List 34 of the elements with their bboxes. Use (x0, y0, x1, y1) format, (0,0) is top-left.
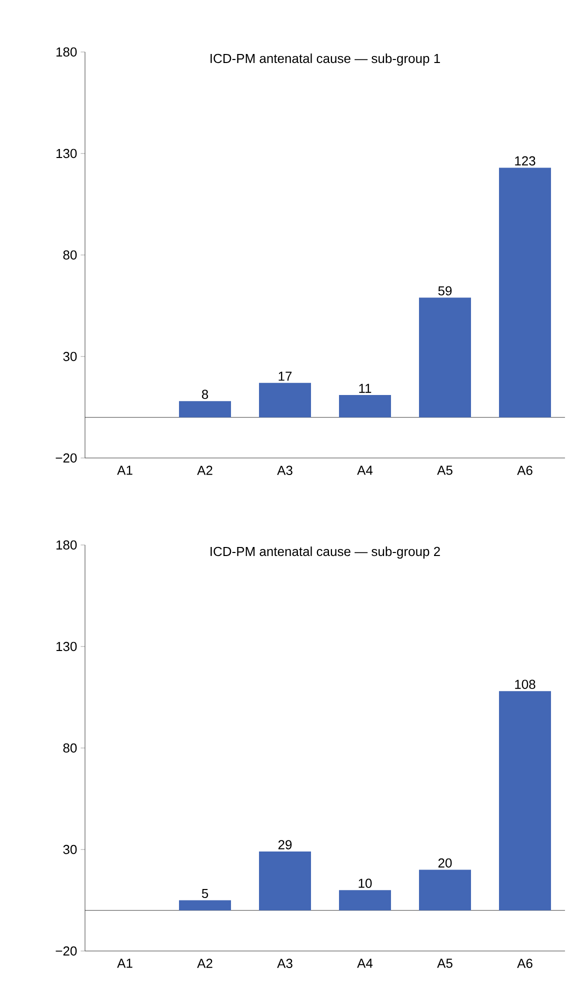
data-label: 59 (438, 286, 452, 296)
y-tick-label: 80 (63, 743, 77, 753)
data-label: 29 (278, 840, 292, 850)
y-tick-label: 130 (56, 148, 77, 158)
y-tick-label: 180 (56, 540, 77, 550)
y-tick-label: 180 (56, 47, 77, 57)
x-tick-label: A4 (357, 466, 373, 475)
y-tick-label: −20 (56, 453, 77, 463)
x-tick-label: A6 (517, 466, 532, 475)
chart-title: ICD-PM antenatal cause — sub-group 2 (210, 546, 440, 559)
y-tick-label: 30 (63, 844, 77, 854)
data-label: 11 (359, 384, 372, 393)
x-tick-label: A3 (277, 466, 292, 475)
data-label: 108 (515, 680, 536, 689)
data-label: 20 (438, 858, 452, 868)
y-tick-label: −20 (56, 946, 77, 956)
data-label: 5 (202, 888, 208, 898)
y-tick-label: 80 (63, 250, 77, 260)
x-tick-label: A4 (357, 958, 373, 968)
y-tick-label: 130 (56, 642, 77, 652)
x-tick-label: A2 (197, 466, 212, 475)
y-tick-label: 30 (63, 352, 77, 362)
data-label: 10 (358, 878, 372, 888)
data-label: 123 (515, 156, 536, 166)
chart-title: ICD-PM antenatal cause — sub-group 1 (210, 54, 440, 66)
x-tick-label: A5 (437, 466, 452, 475)
x-tick-label: A1 (117, 958, 132, 968)
x-tick-label: A1 (117, 466, 132, 475)
x-tick-label: A2 (197, 958, 212, 968)
data-label: 8 (202, 390, 208, 399)
x-tick-label: A6 (517, 958, 532, 968)
x-tick-label: A5 (437, 958, 452, 968)
x-tick-label: A3 (277, 958, 292, 968)
data-label: 17 (278, 372, 292, 381)
